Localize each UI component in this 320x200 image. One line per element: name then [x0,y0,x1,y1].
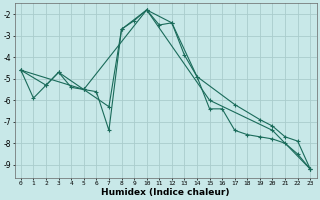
X-axis label: Humidex (Indice chaleur): Humidex (Indice chaleur) [101,188,230,197]
